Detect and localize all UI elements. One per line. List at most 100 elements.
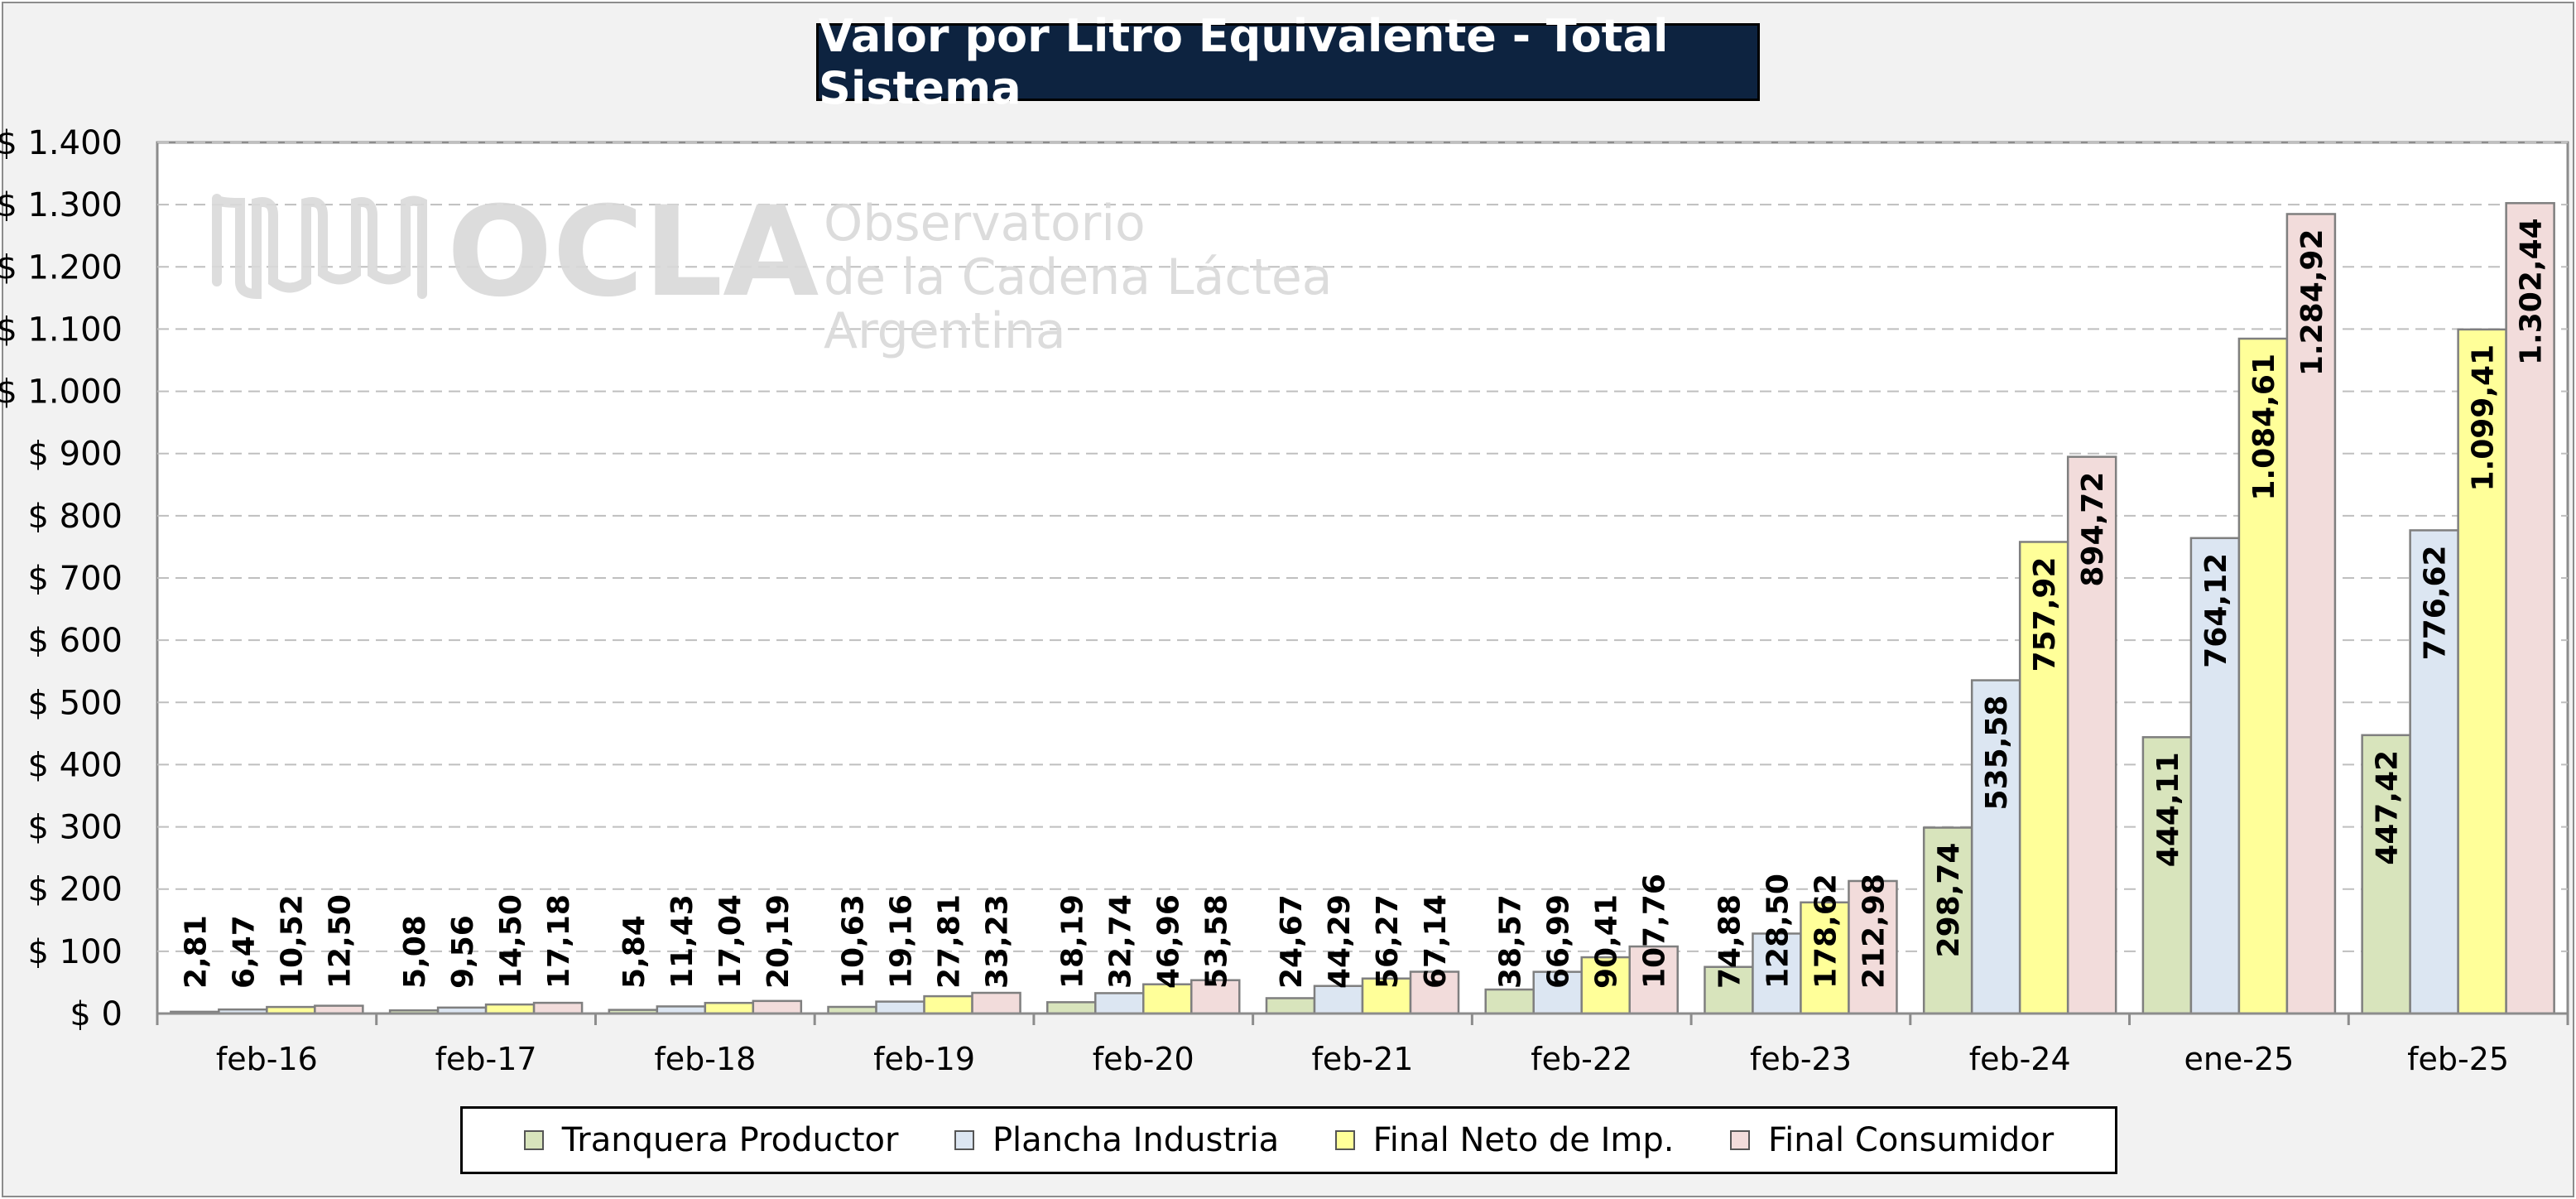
bar [2141, 736, 2193, 1015]
x-tick-label: feb-25 [2407, 1041, 2509, 1077]
bar-value-label: 5,08 [398, 915, 432, 989]
bar-value-label: 14,50 [494, 894, 528, 989]
legend-swatch [954, 1130, 974, 1150]
ocla-watermark: OCLA Observatorio de la Cadena Láctea Ar… [212, 181, 1333, 360]
bar [2066, 455, 2117, 1015]
x-tick-label: feb-18 [654, 1041, 756, 1077]
x-tick-label: feb-23 [1750, 1041, 1852, 1077]
bar-value-label: 11,43 [666, 894, 699, 989]
x-tick-label: feb-21 [1312, 1041, 1414, 1077]
y-tick-label: $ 700 [27, 560, 123, 598]
bar-value-label: 894,72 [2076, 472, 2110, 587]
y-tick-label: $ 300 [27, 809, 123, 847]
watermark-line2: de la Cadena Láctea [824, 248, 1333, 306]
bar-value-label: 44,29 [1323, 894, 1357, 989]
bar-value-label: 12,50 [323, 894, 357, 989]
bar-value-label: 10,52 [275, 894, 309, 989]
y-tick-label: $ 1.400 [0, 124, 123, 162]
bar [752, 999, 803, 1015]
y-tick-label: $ 400 [27, 746, 123, 784]
legend: Tranquera Productor Plancha Industria Fina… [460, 1106, 2117, 1174]
x-tick-label: feb-24 [1969, 1041, 2071, 1077]
y-tick-label: $ 600 [27, 622, 123, 660]
bar-value-label: 178,62 [1809, 874, 1843, 989]
ocla-logo-icon [212, 194, 427, 300]
y-tick-label: $ 200 [27, 871, 123, 909]
legend-item: Plancha Industria [954, 1121, 1279, 1159]
bar-value-label: 535,58 [1980, 696, 2014, 811]
legend-swatch [523, 1130, 544, 1150]
bar [875, 1000, 925, 1015]
bar [2018, 541, 2069, 1015]
bar-value-label: 24,67 [1275, 894, 1309, 989]
bar [2409, 529, 2459, 1015]
bar-value-label: 212,98 [1857, 874, 1891, 989]
bar-value-label: 66,99 [1542, 894, 1576, 989]
bar-value-label: 298,74 [1932, 843, 1966, 958]
bar [1094, 992, 1145, 1015]
bar-value-label: 56,27 [1371, 894, 1405, 989]
bar-value-label: 6,47 [227, 915, 261, 989]
bar-value-label: 1.084,61 [2247, 354, 2281, 501]
bar-value-label: 27,81 [933, 894, 967, 989]
bar [1361, 977, 1412, 1015]
bar-value-label: 18,19 [1055, 894, 1089, 989]
legend-item: Final Consumidor [1729, 1121, 2055, 1159]
bar [532, 1001, 584, 1015]
watermark-line3: Argentina [824, 302, 1066, 360]
bar-value-label: 2,81 [179, 915, 213, 989]
bar-value-label: 447,42 [2371, 750, 2405, 865]
bar-value-label: 1.284,92 [2295, 229, 2329, 376]
y-tick-label: $ 900 [27, 436, 123, 474]
watermark-line1: Observatorio [824, 195, 1146, 253]
bar [1142, 983, 1193, 1015]
y-axis-ticks: $ 0 $ 100 $ 200 $ 300 $ 400 $ 500 $ 600 $ 700 $ … [0, 124, 123, 1033]
bar-value-label: 128,50 [1761, 874, 1795, 989]
legend-label: Final Consumidor [1767, 1121, 2055, 1159]
bar [1265, 997, 1316, 1015]
bar-value-label: 9,56 [446, 915, 480, 989]
legend-swatch [1334, 1130, 1355, 1150]
bar-value-label: 90,41 [1590, 894, 1624, 989]
bar-value-label: 20,19 [762, 894, 795, 989]
x-tick-label: feb-20 [1093, 1041, 1194, 1077]
y-tick-label: $ 100 [27, 933, 123, 971]
y-tick-label: $ 1.000 [0, 373, 123, 412]
bar [1704, 965, 1754, 1015]
bar-value-label: 46,96 [1151, 894, 1185, 989]
bar-value-label: 38,57 [1494, 894, 1528, 989]
bar [1484, 988, 1535, 1015]
legend-label: Plancha Industria [992, 1121, 1280, 1159]
legend-swatch [1729, 1130, 1750, 1150]
y-tick-label: $ 1.100 [0, 311, 123, 349]
bar-value-label: 1.302,44 [2515, 218, 2549, 365]
bar-value-label: 74,88 [1713, 894, 1747, 989]
legend-item: Final Neto de Imp. [1334, 1121, 1674, 1159]
bar [2361, 734, 2411, 1015]
bar [2505, 202, 2555, 1015]
bar [2237, 337, 2289, 1015]
legend-label: Tranquera Productor [561, 1121, 899, 1159]
y-tick-label: $ 0 [70, 995, 123, 1033]
bar-value-label: 53,58 [1199, 894, 1233, 989]
bar-value-label: 5,84 [618, 915, 651, 989]
x-tick-label: feb-22 [1531, 1041, 1632, 1077]
bar [971, 991, 1021, 1015]
bar [923, 994, 973, 1015]
x-tick-label: ene-25 [2184, 1041, 2294, 1077]
bar-value-label: 67,14 [1419, 894, 1453, 989]
bar-value-label: 757,92 [2028, 556, 2062, 672]
legend-item: Tranquera Productor [523, 1121, 899, 1159]
watermark-logo-text: OCLA [447, 181, 819, 325]
y-tick-label: $ 1.300 [0, 186, 123, 224]
x-tick-label: feb-17 [435, 1041, 537, 1077]
bar-value-label: 776,62 [2419, 545, 2453, 660]
bar-value-label: 19,16 [885, 894, 919, 989]
y-tick-label: $ 800 [27, 498, 123, 536]
x-tick-label: feb-16 [216, 1041, 318, 1077]
bar [704, 1001, 755, 1015]
bar-value-label: 32,74 [1103, 894, 1137, 989]
bar-value-label: 17,18 [542, 894, 576, 989]
bar-value-label: 107,76 [1638, 874, 1672, 989]
